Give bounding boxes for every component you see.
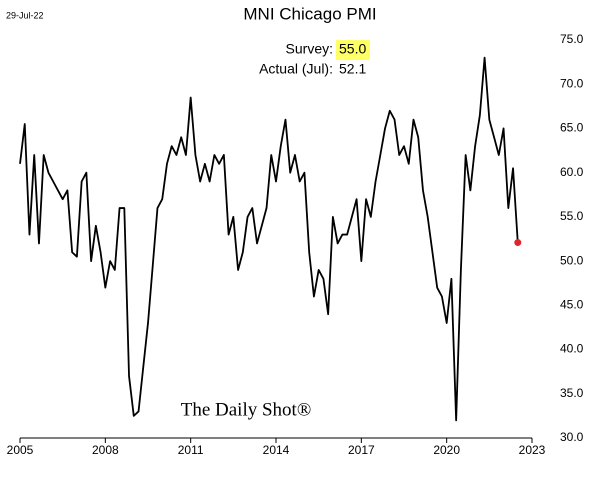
- y-tick-label: 45.0: [560, 298, 584, 312]
- y-tick-label: 70.0: [560, 76, 584, 90]
- actual-value: 52.1: [339, 61, 366, 77]
- survey-label: Survey:: [286, 41, 333, 57]
- x-tick-label: 2005: [7, 443, 34, 457]
- y-tick-label: 50.0: [560, 253, 584, 267]
- line-series: [19, 56, 519, 422]
- y-tick-label: 40.0: [560, 342, 584, 356]
- x-tick-label: 2011: [178, 443, 204, 457]
- x-tick-label: 2008: [92, 443, 119, 457]
- y-tick-label: 75.0: [560, 32, 584, 46]
- actual-label: Actual (Jul):: [259, 61, 333, 77]
- y-tick-label: 35.0: [560, 386, 584, 400]
- y-tick-label: 55.0: [560, 209, 584, 223]
- y-tick-label: 65.0: [560, 121, 584, 135]
- x-tick-label: 2017: [348, 443, 375, 457]
- y-tick-label: 30.0: [560, 430, 584, 444]
- x-tick-label: 2014: [263, 443, 290, 457]
- survey-value: 55.0: [339, 41, 366, 57]
- x-tick-label: 2023: [519, 443, 546, 457]
- chart-title: MNI Chicago PMI: [243, 4, 376, 23]
- end-marker: [514, 239, 522, 247]
- y-tick-label: 60.0: [560, 165, 584, 179]
- x-tick-label: 2020: [433, 443, 460, 457]
- source-logo: The Daily Shot®: [181, 399, 312, 420]
- survey-highlight: [336, 40, 370, 60]
- date-label: 29-Jul-22: [6, 10, 44, 20]
